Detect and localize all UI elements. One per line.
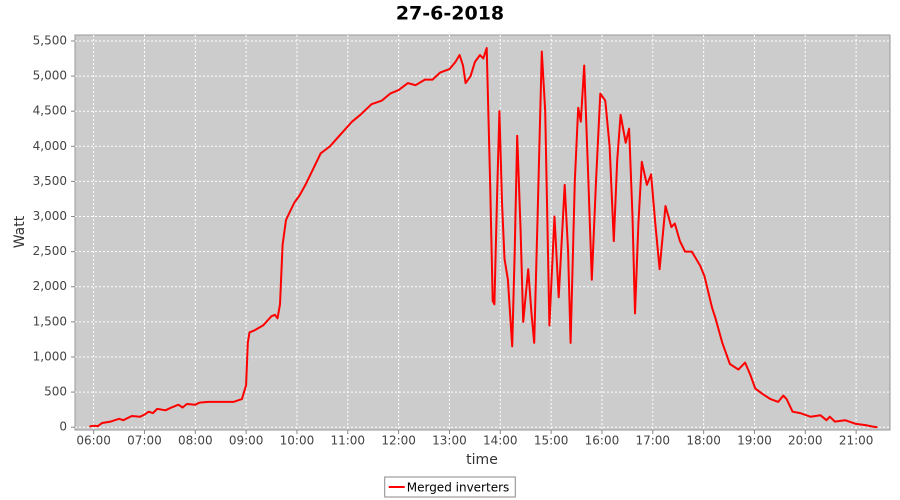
- y-tick-label: 5,500: [33, 33, 67, 47]
- y-tick-label: 1,500: [33, 314, 67, 328]
- y-tick-label: 2,000: [33, 279, 67, 293]
- y-tick-label: 2,500: [33, 244, 67, 258]
- x-tick-label: 20:00: [788, 434, 823, 448]
- y-tick-label: 5,000: [33, 69, 67, 83]
- x-tick-label: 21:00: [839, 434, 874, 448]
- x-tick-label: 09:00: [229, 434, 264, 448]
- y-tick-label: 0: [59, 420, 67, 434]
- x-tick-label: 15:00: [534, 434, 569, 448]
- x-tick-label: 13:00: [432, 434, 467, 448]
- legend-label: Merged inverters: [407, 481, 510, 495]
- y-tick-label: 3,500: [33, 174, 67, 188]
- x-tick-label: 07:00: [127, 434, 162, 448]
- legend: Merged inverters: [384, 476, 516, 498]
- line: [89, 47, 878, 429]
- y-tick-label: 3,000: [33, 209, 67, 223]
- chart-title: 27-6-2018: [396, 3, 504, 25]
- x-tick-label: 16:00: [585, 434, 620, 448]
- legend-box: [384, 476, 516, 498]
- plot-area: [74, 34, 891, 431]
- x-tick-label: 10:00: [280, 434, 315, 448]
- x-tick-label: 17:00: [635, 434, 670, 448]
- x-tick-label: 08:00: [178, 434, 213, 448]
- y-axis-label: Watt: [12, 215, 28, 248]
- y-tick-label: 4,500: [33, 104, 67, 118]
- x-axis-label: time: [466, 452, 498, 468]
- y-tick-label: 4,000: [33, 139, 67, 153]
- y-tick-label: 1,000: [33, 349, 67, 363]
- x-tick-label: 06:00: [76, 434, 111, 448]
- x-tick-label: 11:00: [330, 434, 365, 448]
- x-tick-label: 12:00: [381, 434, 416, 448]
- y-tick-label: 500: [44, 385, 67, 399]
- x-tick-label: 14:00: [483, 434, 518, 448]
- x-tick-label: 19:00: [737, 434, 772, 448]
- x-tick-label: 18:00: [686, 434, 721, 448]
